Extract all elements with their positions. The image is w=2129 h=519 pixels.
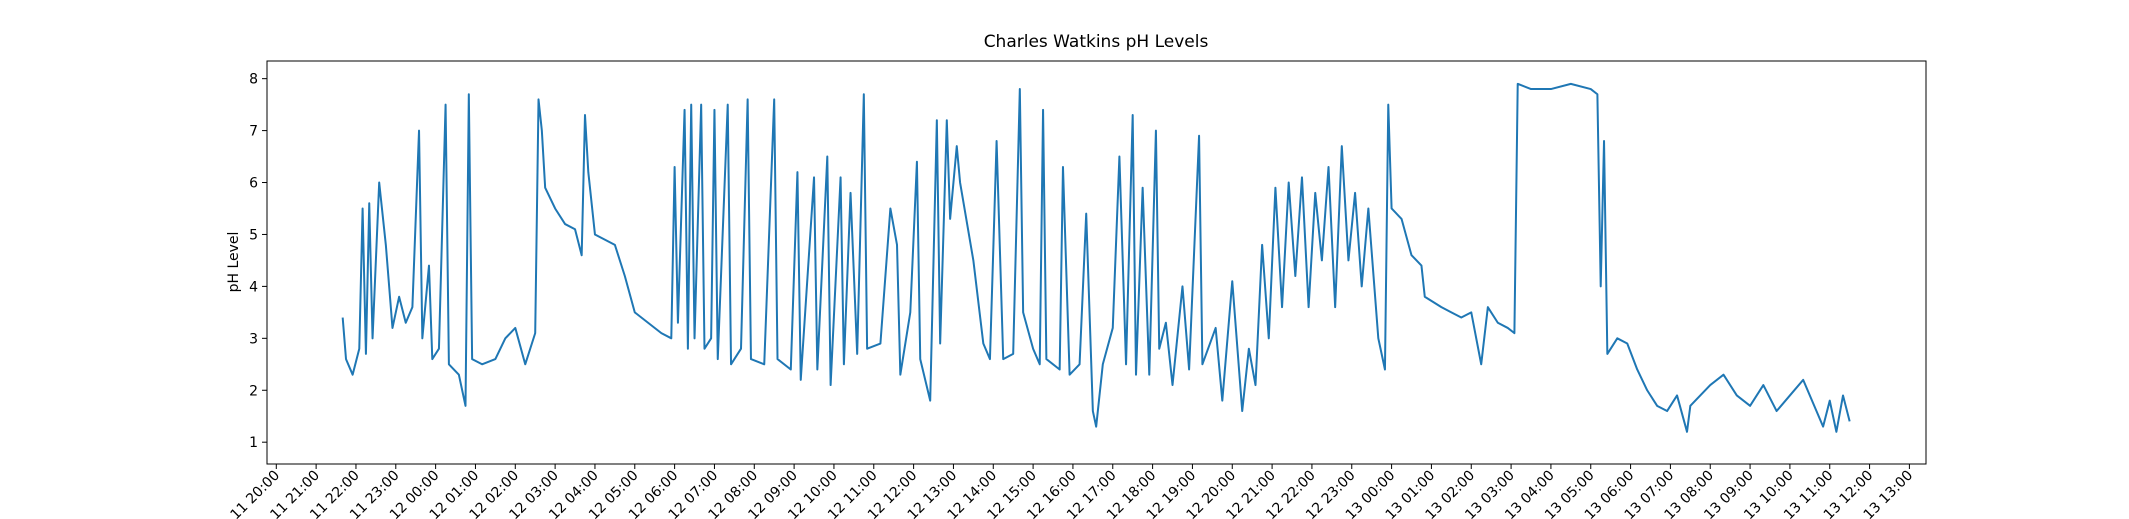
y-axis-label: pH Level: [226, 232, 242, 293]
y-tick-label: 8: [249, 72, 258, 88]
y-tick-label: 4: [249, 279, 258, 295]
y-tick-label: 7: [249, 124, 258, 140]
y-tick-label: 2: [249, 383, 258, 399]
plot-frame: [266, 60, 1927, 465]
y-tick-label: 3: [249, 331, 258, 347]
y-tick-label: 5: [249, 227, 258, 243]
chart-title: Charles Watkins pH Levels: [984, 32, 1209, 52]
data-line: [341, 82, 1851, 433]
y-tick-label: 1: [249, 435, 258, 451]
y-tick-label: 6: [249, 176, 258, 192]
